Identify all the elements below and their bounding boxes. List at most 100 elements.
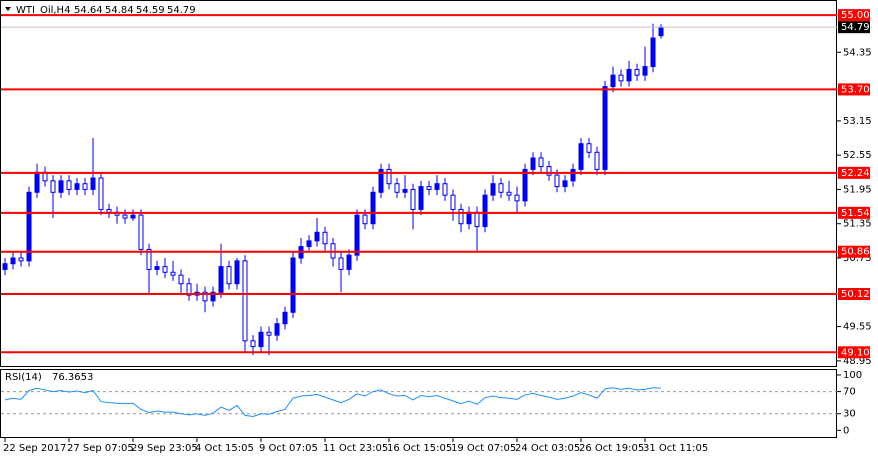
candle-body: [154, 266, 160, 270]
candle-body: [634, 68, 640, 76]
candle-body: [306, 240, 312, 248]
candle-body: [218, 266, 224, 293]
x-tick-label: 16 Oct 15:05: [387, 443, 452, 454]
level-label: 51.54: [841, 208, 870, 219]
y-tick-label: 48.95: [843, 356, 872, 367]
candle-body: [426, 186, 432, 190]
candle-body: [210, 291, 216, 302]
candle-body: [578, 143, 584, 170]
rsi-tick-label: 70: [843, 387, 856, 398]
current-price-box: [838, 21, 870, 34]
candle-body: [338, 257, 344, 270]
candle-body: [498, 183, 504, 193]
candle-body: [10, 257, 16, 265]
x-tick-label: 31 Oct 11:05: [643, 443, 708, 454]
level-box: [838, 245, 870, 258]
candle-body: [402, 188, 408, 193]
candle-body: [530, 157, 536, 170]
candle-body: [450, 194, 456, 210]
x-tick-label: 4 Oct 15:05: [195, 443, 254, 454]
candle-body: [538, 157, 544, 168]
candle-body: [626, 68, 632, 82]
candle-body: [34, 171, 40, 193]
candle-body: [418, 186, 424, 210]
level-label: 55.00: [841, 10, 870, 21]
level-label: 52.24: [841, 168, 870, 179]
rsi-value: 76.3653: [52, 372, 93, 383]
candle-body: [258, 331, 264, 348]
candle-body: [610, 74, 616, 88]
candle-body: [618, 74, 624, 82]
level-label: 49.10: [841, 347, 870, 358]
candle-body: [290, 257, 296, 313]
level-box: [838, 288, 870, 300]
candle-body: [346, 254, 352, 270]
level-label: 53.70: [841, 84, 870, 95]
candle-body: [410, 188, 416, 210]
candle-body: [394, 183, 400, 193]
candle-body: [266, 331, 272, 336]
candle-body: [658, 26, 664, 37]
current-price-label: 54.79: [841, 22, 870, 33]
candle-body: [170, 271, 176, 276]
candle-body: [514, 194, 520, 202]
candle-body: [130, 214, 136, 219]
candle-body: [322, 231, 328, 245]
y-tick-label: 52.55: [843, 150, 872, 161]
candle-body: [642, 66, 648, 76]
candle-body: [282, 311, 288, 325]
main-frame: [0, 0, 837, 367]
candle-body: [146, 248, 152, 270]
candle-body: [570, 168, 576, 182]
candle-body: [490, 183, 496, 196]
candle-body: [378, 168, 384, 193]
level-box: [838, 166, 870, 179]
y-tick-label: 54.35: [843, 47, 872, 58]
candle-body: [242, 260, 248, 342]
level-box: [838, 83, 870, 96]
candle-body: [90, 177, 96, 190]
candle-body: [82, 183, 88, 190]
candle-body: [458, 208, 464, 225]
x-tick-label: 26 Oct 19:05: [579, 443, 644, 454]
low-value: 54.59: [136, 5, 165, 16]
level-box: [838, 346, 870, 359]
x-tick-label: 9 Oct 07:05: [259, 443, 318, 454]
rsi-line: [4, 387, 662, 418]
level-box: [838, 206, 870, 219]
candle-body: [226, 266, 232, 285]
candle-body: [546, 166, 552, 176]
menu-arrow: [5, 7, 11, 11]
candle-body: [594, 151, 600, 170]
candle-body: [434, 183, 440, 190]
candle-body: [386, 168, 392, 185]
level-label: 50.86: [841, 247, 870, 258]
candle-body: [162, 266, 168, 273]
candle-body: [650, 37, 656, 68]
y-tick-label: 53.15: [843, 116, 872, 127]
y-tick-label: 51.35: [843, 219, 872, 230]
y-tick-label: 49.55: [843, 322, 872, 333]
candle-body: [202, 291, 208, 302]
rsi-tick-label: 0: [843, 425, 849, 436]
candle-body: [50, 180, 56, 193]
x-tick-label: 24 Oct 03:05: [515, 443, 580, 454]
candle-body: [314, 231, 320, 242]
candle-body: [74, 183, 80, 190]
candle-body: [58, 180, 64, 193]
candle-body: [602, 86, 608, 170]
candle-body: [362, 214, 368, 225]
candle-body: [274, 323, 280, 336]
candle-body: [250, 340, 256, 348]
candle-body: [370, 191, 376, 225]
rsi-frame: [0, 369, 837, 438]
candle-body: [138, 214, 144, 250]
level-box: [838, 9, 870, 22]
candle-body: [354, 214, 360, 256]
x-tick-label: 27 Sep 07:05: [67, 443, 134, 454]
candle-body: [466, 211, 472, 225]
candle-body: [506, 191, 512, 196]
y-tick-label: 50.75: [843, 253, 872, 264]
